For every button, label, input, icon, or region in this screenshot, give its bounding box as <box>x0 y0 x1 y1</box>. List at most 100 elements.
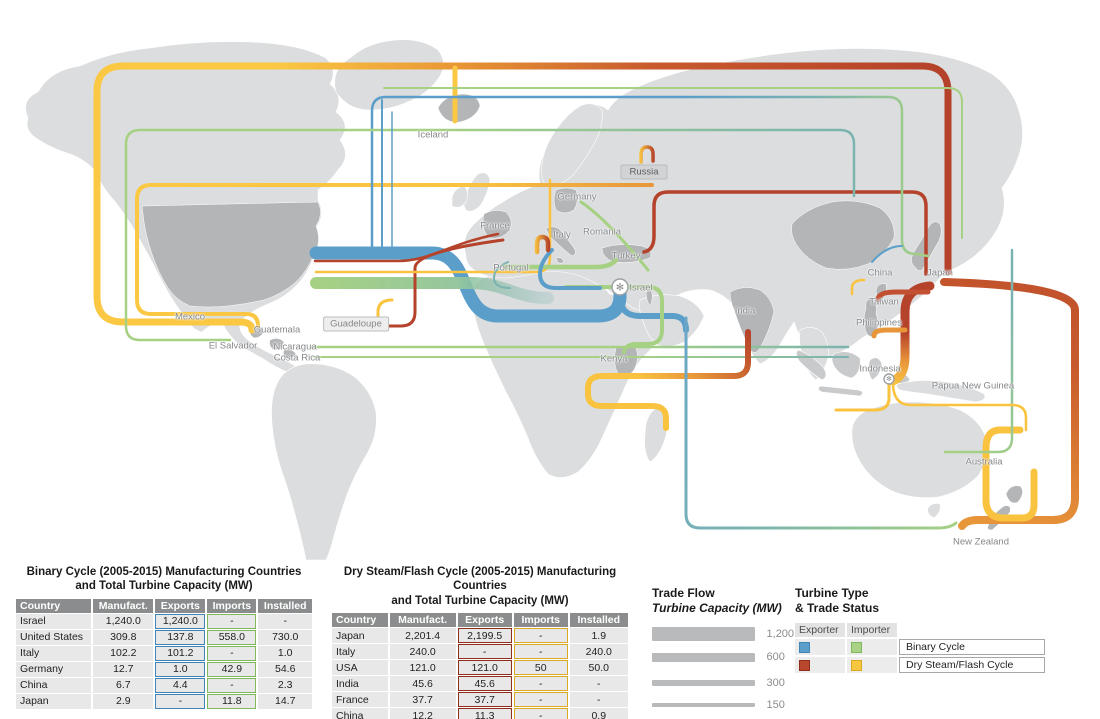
country-france <box>482 210 512 239</box>
binary-title-line2: and Total Turbine Capacity (MW) <box>75 580 253 593</box>
flow-france-to-guadeloupe-flash <box>386 238 505 328</box>
table-cell: 45.6 <box>389 676 456 692</box>
turbine-type-legend: Turbine Type & Trade Status Exporter Imp… <box>795 586 1045 675</box>
turbine-type-legend-title: Turbine Type & Trade Status <box>795 586 1045 616</box>
flow-japan-to-taiwan-flash <box>875 289 931 303</box>
table-cell: 1.0 <box>258 645 312 661</box>
table-row-united-states: United States 309.8 137.8 558.0 730.0 <box>16 629 312 645</box>
table-cell: 101.2 <box>155 645 206 661</box>
column-header-manufact: Manufact. <box>389 613 456 628</box>
table-cell: China <box>332 708 388 719</box>
column-header-manufact: Manufact. <box>93 598 154 613</box>
importer-color-swatch <box>851 641 862 653</box>
column-header-imports: Imports <box>513 613 568 628</box>
flow-scale-line <box>652 652 755 662</box>
continent-australia <box>851 401 988 498</box>
trade-flow-legend: Trade Flow Turbine Capacity (MW) 1,200 60… <box>652 586 802 719</box>
flow-scale-label: 600 <box>766 651 785 663</box>
column-header-exports: Exports <box>155 598 206 613</box>
country-nicaragua <box>269 338 285 351</box>
turbine-type-row-dry-steam-flash-cycle: Dry Steam/Flash Cycle <box>795 657 1045 673</box>
island-borneo <box>831 351 861 379</box>
island-ireland <box>451 185 468 208</box>
flow-russia-domestic-flash <box>639 145 655 164</box>
continent-south-america <box>271 363 377 560</box>
turbine-type-title-line2: & Trade Status <box>795 601 880 615</box>
binary-table: Country Manufact. Exports Imports Installed … <box>14 598 314 710</box>
flow-china-export-binary <box>871 245 903 263</box>
exporter-swatch-cell <box>795 639 845 655</box>
table-cell: - <box>258 613 312 629</box>
table-cell: 240.0 <box>569 644 628 660</box>
table-cell: - <box>513 708 568 719</box>
table-cell: - <box>569 692 628 708</box>
table-cell: - <box>513 628 568 644</box>
trade-flow-legend-subtitle: Turbine Capacity (MW) <box>652 601 782 615</box>
flow-scale-item-150: 150 <box>652 699 802 711</box>
flash-table: Country Manufact. Exports Imports Installed … <box>330 612 630 719</box>
israel-node-turbine-icon: ✻ <box>616 282 624 293</box>
table-cell: Italy <box>332 644 388 660</box>
column-header-imports: Imports <box>207 598 257 613</box>
table-cell: 2.9 <box>93 693 154 709</box>
table-cell: 2.3 <box>258 677 312 693</box>
flow-portugal-binary <box>493 261 511 289</box>
flash-title-line2: and Total Turbine Capacity (MW) <box>391 594 569 607</box>
flash-table-block: Dry Steam/Flash Cycle (2005-2015) Manufa… <box>330 565 630 719</box>
table-cell: 558.0 <box>207 629 257 645</box>
trade-flow-legend-items: 1,20060030015050≤1 <box>652 627 802 719</box>
table-row-india: India 45.6 45.6- - <box>332 676 628 692</box>
table-cell: Japan <box>332 628 388 644</box>
table-cell: United States <box>16 629 92 645</box>
country-israel <box>645 289 653 307</box>
flow-scale-line <box>652 627 755 641</box>
table-cell: 45.6 <box>457 676 512 692</box>
flow-nz-import-flash-loop <box>982 426 1038 522</box>
table-cell: 240.0 <box>389 644 456 660</box>
column-header-exports: Exports <box>457 613 512 628</box>
column-header-installed: Installed <box>258 598 312 613</box>
column-header-country: Country <box>332 613 388 628</box>
turbine-type-label: Dry Steam/Flash Cycle <box>899 657 1045 673</box>
country-germany <box>553 187 578 214</box>
table-row-china: China 6.7 4.4-2.3 <box>16 677 312 693</box>
table-cell: USA <box>332 660 388 676</box>
flow-png-import-flash <box>891 381 1028 432</box>
table-cell: 1,240.0 <box>93 613 154 629</box>
table-cell: - <box>155 693 206 709</box>
table-cell: 37.7 <box>457 692 512 708</box>
binary-title-line1: Binary Cycle (2005-2015) Manufacturing C… <box>26 566 302 578</box>
turbine-type-title-line1: Turbine Type <box>795 586 869 600</box>
world-map-svg: ✻✻ <box>25 39 1079 560</box>
turbine-type-grid: Exporter Importer Binary Cycle Dry Steam/… <box>795 623 1045 673</box>
exporter-column-header: Exporter <box>795 623 845 637</box>
flash-table-title: Dry Steam/Flash Cycle (2005-2015) Manufa… <box>330 565 630 608</box>
table-cell: - <box>569 676 628 692</box>
table-cell: 121.0 <box>457 660 512 676</box>
table-row-japan: Japan 2.9-11.8 14.7 <box>16 693 312 709</box>
table-cell: 50.0 <box>569 660 628 676</box>
island-uk <box>463 172 491 212</box>
island-java <box>818 385 863 397</box>
country-italy-sicily <box>555 257 565 264</box>
table-cell: Israel <box>16 613 92 629</box>
table-cell: 2,199.5 <box>457 628 512 644</box>
flow-mexico-import-flash <box>135 183 654 328</box>
flow-scale-label: 1,200 <box>766 628 795 640</box>
flow-elsalvador-import-binary <box>124 128 856 342</box>
continent-greenland <box>334 39 444 111</box>
flow-india-to-kenya-flash <box>585 329 751 431</box>
table-cell: 37.7 <box>389 692 456 708</box>
flow-japan-to-europe-flash <box>642 190 928 276</box>
turbine-type-rows: Binary Cycle Dry Steam/Flash Cycle <box>795 639 1045 673</box>
table-cell: India <box>332 676 388 692</box>
table-row-germany: Germany 12.7 1.0 42.9 54.6 <box>16 661 312 677</box>
importer-swatch-cell <box>847 639 897 655</box>
binary-table-block: Binary Cycle (2005-2015) Manufacturing C… <box>14 565 314 710</box>
table-cell: 12.7 <box>93 661 154 677</box>
binary-table-header-row: Country Manufact. Exports Imports Installed <box>16 598 312 613</box>
table-cell: 11.3 <box>457 708 512 719</box>
flow-israel-us-binary <box>309 246 627 323</box>
table-cell: 1.0 <box>155 661 206 677</box>
flow-scale-line <box>652 680 755 686</box>
